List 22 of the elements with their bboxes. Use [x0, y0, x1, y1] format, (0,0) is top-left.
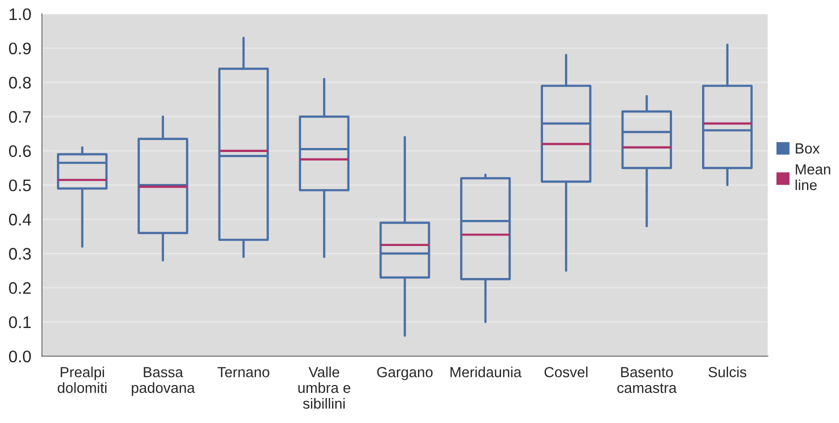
y-tick-label: 1.0	[10, 8, 31, 20]
x-tick-label: Meridaunia	[450, 366, 522, 378]
y-tick-label: 0.6	[9, 145, 31, 158]
x-tick-label: Bassa padovana	[132, 367, 195, 396]
y-tick-label: 0.7	[9, 111, 31, 123]
y-tick-label: 0.0	[9, 350, 31, 362]
x-tick-label: Sulcis	[708, 366, 746, 378]
x-tick-label: Basento camastra	[617, 367, 677, 394]
text: Mean line	[796, 164, 830, 190]
y-tick-label: 0.8	[9, 76, 31, 89]
y-tick-label: 0.2	[9, 282, 31, 294]
x-tick-label: Ternano	[218, 367, 270, 378]
y-tick-label: 0.1	[9, 316, 31, 328]
y-tick-label: 0.4	[9, 214, 32, 226]
y-tick-label: 0.5	[9, 179, 31, 192]
y-tick-label: 0.9	[9, 42, 31, 54]
x-tick-label: Prealpi dolomiti	[58, 366, 106, 394]
x-tick-label: Gargano	[377, 366, 433, 380]
x-tick-label: Valle umbra e sibillini	[298, 366, 350, 409]
x-tick-label: Cosvel	[544, 366, 588, 378]
y-tick-label: 0.3	[9, 248, 31, 260]
legend-label: Box	[796, 143, 820, 154]
